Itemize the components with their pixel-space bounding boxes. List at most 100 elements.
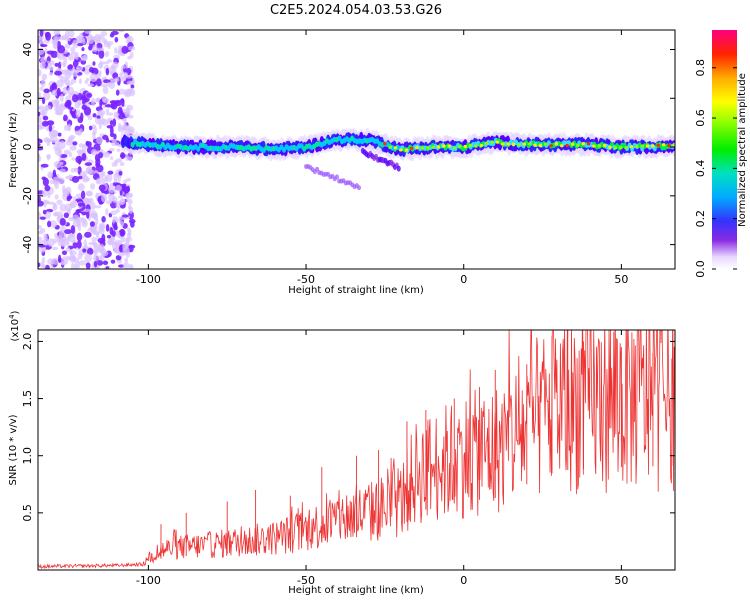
colorbar: 0.0 0.2 0.4 0.6 0.8 Normalized spectral ampl…	[694, 30, 748, 278]
spectrogram-noise-blob	[86, 247, 94, 256]
spectrogram-noise-blob	[38, 138, 42, 143]
spectrogram-noise-blob	[52, 169, 57, 177]
spectrogram-hotspot	[559, 144, 564, 148]
spectrogram-noise-blob	[101, 177, 106, 184]
spectrogram-noise-blob	[105, 174, 113, 183]
spectrogram-noise-blob	[72, 59, 79, 68]
spectrogram-hotspot	[570, 142, 575, 146]
spectrogram-noise-blob	[119, 161, 125, 167]
spectrogram-noise-blob	[87, 83, 95, 87]
spectrogram-noise-blob	[56, 87, 61, 97]
spectrogram-noise-blob	[81, 47, 85, 52]
spectrogram-noise-blob	[98, 49, 105, 59]
spectrogram-noise-blob	[58, 35, 67, 41]
spectrogram-noise-blob	[109, 103, 116, 109]
spectrogram-hotspot	[447, 144, 452, 148]
spectrogram-noise-blob	[58, 254, 62, 263]
spectrogram-noise-blob	[118, 88, 126, 95]
spectrogram-noise-blob	[82, 175, 90, 183]
y-tick-label: 40	[21, 43, 34, 57]
spectrogram-noise-blob	[104, 50, 110, 58]
spectrogram-noise-blob	[106, 200, 112, 205]
spectrogram-noise-blob	[51, 246, 59, 251]
spectrogram-noise-blob	[43, 91, 51, 101]
spectrogram-noise-blob	[61, 256, 69, 266]
spectrogram-noise-blob	[93, 249, 98, 257]
spectrogram-noise-blob	[118, 251, 125, 257]
snr-y-ticks: 0.5 1.0 1.5 2.0	[21, 333, 675, 522]
spectrogram-noise-blob	[38, 68, 42, 77]
spectrogram-noise-blob	[53, 160, 62, 169]
spectrogram-noise-blob	[49, 220, 58, 228]
x-tick-label: -100	[136, 574, 161, 587]
spectrogram-noise-blob	[54, 70, 63, 76]
spectrogram-noise-blob	[124, 257, 129, 263]
snr-x-ticks: -100 -50 0 50	[136, 330, 628, 587]
spectrogram-noise-blob	[95, 217, 99, 225]
spectrogram-noise-blob	[54, 232, 58, 239]
spectrogram-noise-blob	[69, 145, 77, 151]
spectrogram-hotspot	[425, 146, 430, 150]
spectrogram-noise-blob	[96, 136, 103, 145]
spectrogram-noise-blob	[123, 179, 128, 184]
spectrogram-noise-blob	[118, 30, 126, 33]
spectrogram-noise-blob	[128, 204, 132, 211]
spectrogram-noise-blob	[42, 209, 47, 215]
spectrogram-noise-blob	[66, 123, 72, 132]
spectrogram-noise-blob	[38, 91, 42, 97]
spectrogram-hotspot	[554, 142, 559, 146]
spectrogram-noise-blob	[67, 86, 75, 95]
spectrogram-noise-blob	[100, 113, 104, 118]
spectrogram-noise-blob	[121, 65, 127, 69]
spectrogram-noise-blob	[118, 170, 123, 176]
spectrogram-noise-blob	[120, 98, 125, 103]
spectrogram-noise-blob	[92, 61, 96, 66]
spectrogram-noise-blob	[99, 222, 106, 229]
spectrogram-noise-blob	[117, 106, 123, 115]
spectrogram-noise-blob	[106, 124, 114, 129]
spectrogram-noise-blob	[91, 97, 96, 107]
spectrogram-noise-blob	[45, 264, 50, 269]
spectrogram-hotspot	[629, 145, 634, 149]
spectrogram-noise-blob	[92, 113, 97, 118]
spectrogram-noise-blob	[72, 39, 80, 48]
spectrogram-noise-blob	[111, 196, 118, 204]
spectrogram-noise-blob	[88, 125, 93, 131]
spectrogram-noise-blob	[40, 261, 45, 268]
spectrogram-noise-blob	[99, 99, 103, 108]
spectrogram-noise-blob	[105, 67, 110, 76]
spectrogram-noise-blob	[46, 50, 55, 55]
spectrogram-hotspot	[651, 144, 655, 148]
spectrogram-noise-blob	[105, 109, 110, 114]
spectrogram-noise-blob	[107, 170, 114, 175]
x-tick-label: -50	[297, 574, 315, 587]
spectrogram-hotspot	[624, 146, 628, 150]
spectrogram-noise-blob	[67, 174, 73, 180]
colorbar-gradient	[712, 30, 737, 269]
x-tick-label: -50	[297, 273, 315, 286]
spectrogram-noise-blob	[48, 201, 55, 205]
spectrogram-noise-blob	[66, 99, 72, 107]
y-tick-label: -40	[21, 236, 34, 254]
spectrogram-noise-blob	[107, 239, 114, 245]
spectrogram-noise-blob	[101, 215, 106, 223]
spectrogram-noise-blob	[54, 62, 59, 67]
spectrogram-noise-blob	[65, 203, 73, 213]
x-tick-label: 0	[460, 273, 467, 286]
spectrogram-noise-blob	[105, 223, 110, 232]
spectrogram-noise-blob	[38, 262, 41, 268]
spectrogram-noise-blob	[42, 115, 49, 121]
spectrogram-hotspot	[549, 144, 553, 148]
spectrogram-noise-blob	[38, 230, 44, 235]
spectrogram-noise-blob	[61, 185, 66, 194]
spectrogram-hotspot	[404, 148, 409, 152]
spectrogram-noise-blob	[76, 240, 82, 249]
spectrogram-noise-blob	[127, 198, 133, 205]
spectrogram-noise-blob	[91, 213, 97, 219]
spectrogram-noise-blob	[110, 156, 114, 161]
spectrogram-noise-blob	[123, 72, 128, 77]
spectrogram-noise-blob	[97, 61, 104, 69]
spectrogram-noise-blob	[128, 264, 134, 269]
y-tick-label: 0	[21, 144, 34, 151]
